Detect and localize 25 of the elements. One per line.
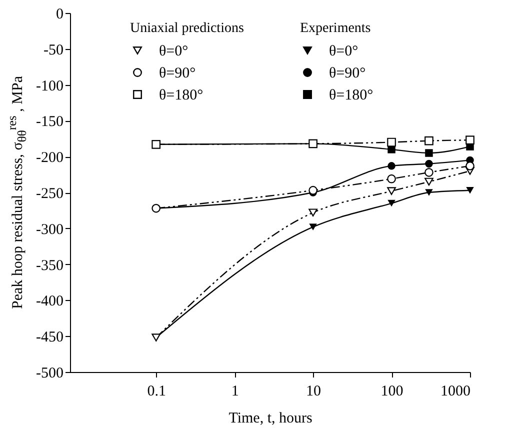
- legend-label: θ=0°: [159, 44, 188, 60]
- x-tick-label: 1000: [440, 384, 470, 400]
- y-tick-label: -250: [36, 186, 64, 202]
- y-tick-label: -150: [36, 114, 64, 130]
- y-tick-label: 0: [56, 6, 64, 22]
- text: Uniaxial predictions: [130, 21, 244, 36]
- x-tick-label: 1: [231, 384, 239, 400]
- legend-label: θ=90°: [329, 66, 366, 82]
- legend-label: θ=180°: [159, 88, 204, 104]
- y-tick-label: -450: [36, 330, 64, 346]
- x-tick-label: 0.1: [147, 384, 166, 400]
- x-tick-label: 10: [306, 384, 322, 400]
- y-tick-label: -200: [36, 150, 64, 166]
- x-tick-label: 100: [380, 384, 404, 400]
- y-tick-label: -400: [36, 294, 64, 310]
- legend-label: θ=0°: [329, 44, 358, 60]
- y-tick-label: -50: [44, 42, 64, 58]
- legend-label: θ=180°: [329, 88, 374, 104]
- y-tick-label: -350: [36, 258, 64, 274]
- y-tick-label: -300: [36, 222, 64, 238]
- legend-label: θ=90°: [159, 66, 196, 82]
- y-tick-label: -500: [36, 366, 64, 382]
- x-axis-title: Time, t, hours: [228, 410, 312, 426]
- y-tick-label: -100: [36, 78, 64, 94]
- text: Experiments: [300, 21, 371, 36]
